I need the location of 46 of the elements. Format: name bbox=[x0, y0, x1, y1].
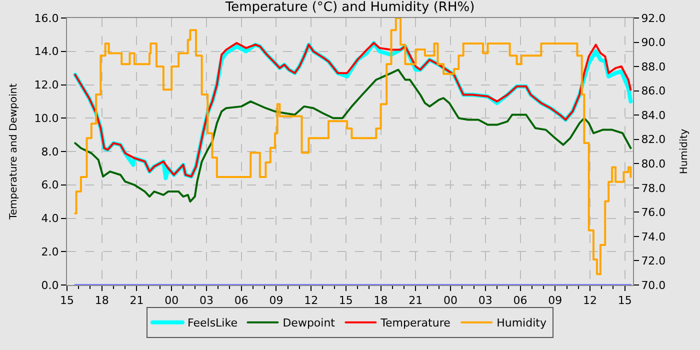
y2-tick-label: 70.0 bbox=[641, 278, 666, 292]
x-tick-label: 00 bbox=[164, 294, 179, 308]
y-tick-label: 4.0 bbox=[41, 212, 59, 226]
x-tick-label: 12 bbox=[304, 294, 318, 308]
x-tick-label: 18 bbox=[374, 294, 388, 308]
y-tick-label: 14.0 bbox=[34, 45, 59, 58]
y-tick-label: 12.0 bbox=[34, 78, 59, 92]
y2-tick-label: 84.0 bbox=[641, 108, 666, 122]
y2-tick-label: 74.0 bbox=[641, 230, 666, 244]
y2-tick-label: 90.0 bbox=[641, 36, 666, 50]
x-tick-label: 12 bbox=[583, 294, 597, 308]
y-tick-label: 2.0 bbox=[41, 245, 59, 258]
y-tick-label: 8.0 bbox=[41, 145, 59, 158]
x-tick-label: 06 bbox=[513, 294, 528, 308]
y2-tick-label: 78.0 bbox=[641, 182, 666, 195]
x-tick-label: 03 bbox=[478, 294, 492, 308]
y2-axis-title: Humidity bbox=[679, 128, 690, 174]
x-tick-label: 06 bbox=[234, 294, 248, 308]
x-tick-label: 09 bbox=[269, 294, 284, 308]
x-tick-label: 21 bbox=[130, 294, 144, 308]
x-tick-label: 09 bbox=[548, 294, 562, 308]
y2-tick-label: 86.0 bbox=[641, 84, 666, 98]
x-tick-label: 18 bbox=[94, 294, 109, 308]
y-tick-label: 0.0 bbox=[41, 278, 59, 292]
x-tick-label: 15 bbox=[338, 294, 353, 308]
legend-label: Temperature bbox=[380, 316, 451, 330]
legend-label: Dewpoint bbox=[282, 316, 336, 330]
x-tick-label: 15 bbox=[60, 294, 74, 308]
y-tick-label: 16.0 bbox=[34, 12, 59, 25]
legend-label: Humidity bbox=[496, 316, 547, 330]
y2-tick-label: 80.0 bbox=[641, 157, 666, 170]
y-tick-label: 10.0 bbox=[34, 112, 59, 125]
y2-tick-label: 76.0 bbox=[641, 206, 666, 220]
y2-tick-label: 88.0 bbox=[641, 60, 666, 74]
x-tick-label: 00 bbox=[444, 294, 458, 308]
line-series bbox=[74, 68, 632, 203]
y2-tick-label: 72.0 bbox=[641, 254, 666, 268]
y2-tick-label: 92.0 bbox=[641, 12, 666, 25]
x-tick-label: 03 bbox=[199, 294, 214, 308]
x-tick-label: 21 bbox=[408, 294, 423, 308]
y-axis-title: Temperature and Dewpoint bbox=[8, 83, 20, 221]
legend-label: FeelsLike bbox=[188, 316, 238, 330]
chart-title: Temperature (°C) and Humidity (RH%) bbox=[224, 0, 475, 15]
y2-tick-label: 82.0 bbox=[641, 133, 666, 146]
x-tick-label: 15 bbox=[618, 294, 632, 308]
y-tick-label: 6.0 bbox=[41, 178, 59, 192]
